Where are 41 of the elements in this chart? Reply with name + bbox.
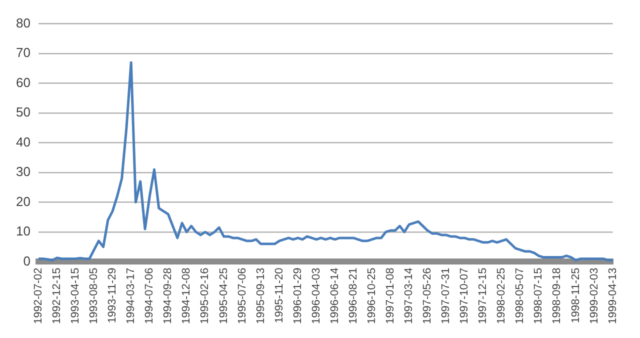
x-tick-label: 1997-03-14 (403, 268, 416, 324)
y-tick-label: 70 (16, 45, 30, 60)
x-tick-label: 1994-09-28 (162, 268, 174, 324)
x-tick-label: 1994-12-08 (180, 268, 193, 324)
x-tick-label: 1996-01-29 (292, 268, 304, 324)
x-tick-label: 1998-11-25 (570, 268, 582, 324)
y-tick-label: 0 (23, 253, 30, 268)
x-tick-label: 1993-08-05 (88, 268, 100, 324)
x-tick-label: 1996-06-14 (328, 268, 341, 324)
x-tick-label: 1998-05-07 (514, 268, 526, 324)
x-tick-label: 1998-02-25 (496, 268, 508, 324)
x-tick-label: 1993-04-15 (70, 268, 82, 324)
x-tick-label: 1993-11-29 (106, 268, 119, 324)
y-tick-label: 20 (16, 194, 30, 209)
x-tick-label: 1998-07-15 (532, 268, 545, 324)
x-tick-label: 1992-07-02 (32, 268, 44, 324)
x-tick-label: 1994-07-06 (144, 268, 156, 324)
y-tick-label: 60 (16, 74, 30, 90)
y-tick-label: 80 (16, 15, 30, 30)
x-tick-label: 1995-11-20 (273, 268, 286, 324)
y-tick-label: 10 (16, 224, 30, 239)
x-tick-label: 1996-08-21 (347, 268, 360, 324)
x-tick-label: 1997-12-15 (477, 268, 490, 324)
x-tick-label: 1997-05-26 (422, 268, 434, 324)
y-tick-label: 50 (16, 104, 30, 120)
x-tick-label: 1997-07-31 (440, 268, 452, 324)
x-tick-label: 1995-09-13 (254, 268, 267, 324)
x-tick-label: 1994-03-17 (125, 268, 138, 324)
x-tick-label: 1999-04-13 (606, 268, 619, 324)
y-tick-label: 30 (16, 164, 30, 180)
x-tick-label: 1995-02-16 (199, 268, 212, 324)
x-tick-label: 1996-04-03 (310, 268, 322, 324)
x-tick-label: 1997-01-08 (384, 268, 397, 324)
x-tick-label: 1996-10-25 (366, 268, 378, 324)
x-tick-label: 1997-10-07 (458, 268, 471, 324)
x-tick-label: 1998-09-18 (551, 268, 564, 324)
x-tick-label: 1992-12-15 (51, 268, 64, 324)
x-tick-label: 1999-02-03 (588, 268, 600, 324)
x-tick-label: 1995-04-25 (218, 268, 230, 324)
y-tick-label: 40 (16, 134, 30, 150)
x-tick-label: 1995-07-06 (236, 268, 248, 324)
